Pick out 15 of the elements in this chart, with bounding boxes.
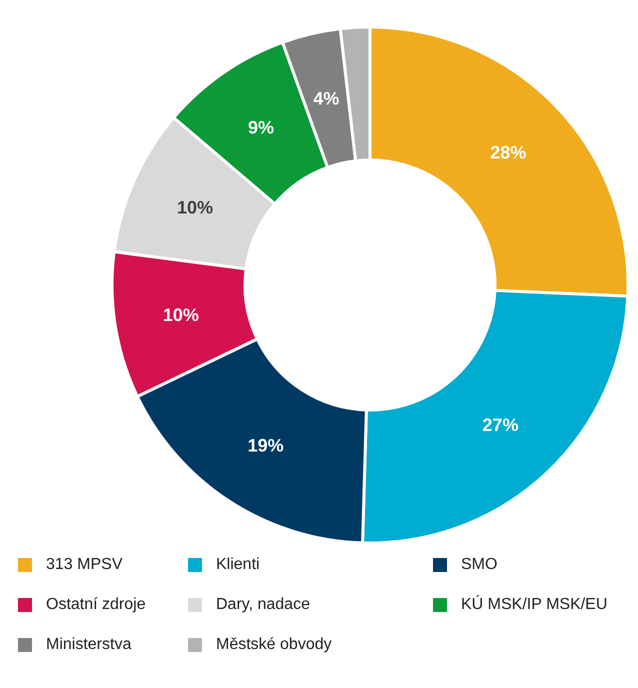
legend-label: Ostatní zdroje [46, 596, 146, 614]
legend-label: KÚ MSK/IP MSK/EU [461, 596, 608, 614]
legend-label: Městské obvody [216, 636, 332, 654]
legend-label: SMO [461, 556, 498, 574]
legend-label: Klienti [216, 556, 260, 574]
data-label: 27% [482, 415, 518, 436]
legend-label: 313 MPSV [46, 556, 122, 574]
data-label: 19% [248, 436, 284, 456]
data-label: 10% [176, 197, 213, 218]
legend-label: Ministerstva [46, 636, 132, 654]
data-label: 9% [248, 118, 274, 138]
data-label: 4% [313, 88, 340, 109]
data-label: 10% [162, 305, 199, 326]
legend-label: Dary, nadace [216, 596, 310, 614]
data-label: 28% [490, 142, 526, 163]
